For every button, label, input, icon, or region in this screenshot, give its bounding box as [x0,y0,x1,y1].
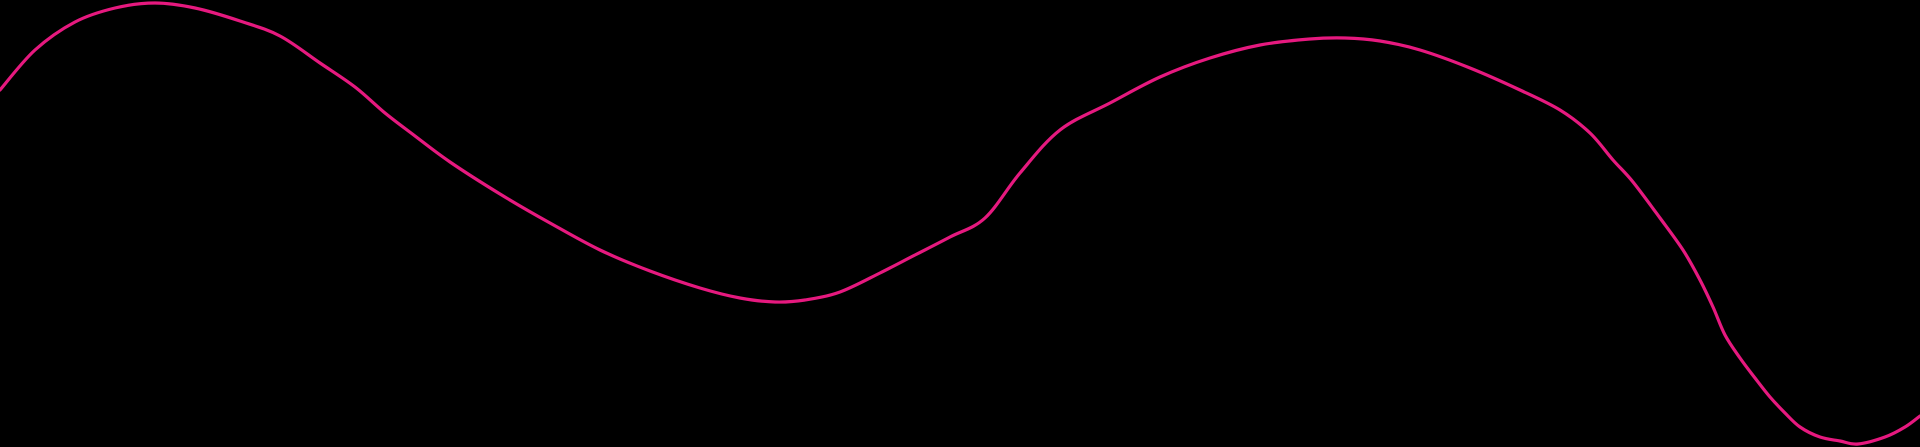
canvas-svg [0,1,1920,446]
drawing-canvas[interactable] [0,0,1920,447]
freehand-wave-stroke[interactable] [0,1,1920,446]
